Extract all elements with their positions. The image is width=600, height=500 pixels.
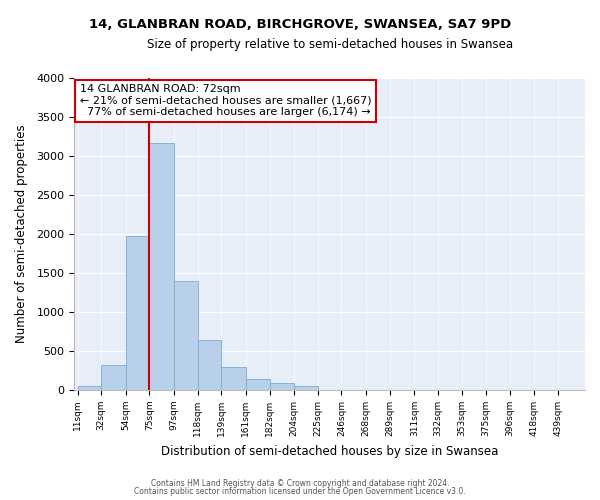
- X-axis label: Distribution of semi-detached houses by size in Swansea: Distribution of semi-detached houses by …: [161, 444, 498, 458]
- Text: Contains HM Land Registry data © Crown copyright and database right 2024.: Contains HM Land Registry data © Crown c…: [151, 478, 449, 488]
- Bar: [149, 143, 174, 390]
- Bar: [101, 364, 126, 390]
- Bar: [294, 386, 318, 390]
- Bar: [246, 379, 269, 390]
- Text: 14, GLANBRAN ROAD, BIRCHGROVE, SWANSEA, SA7 9PD: 14, GLANBRAN ROAD, BIRCHGROVE, SWANSEA, …: [89, 18, 511, 30]
- Bar: [174, 281, 197, 390]
- Bar: [77, 386, 101, 390]
- Text: 14 GLANBRAN ROAD: 72sqm
← 21% of semi-detached houses are smaller (1,667)
  77% : 14 GLANBRAN ROAD: 72sqm ← 21% of semi-de…: [80, 84, 371, 117]
- Bar: [221, 366, 246, 390]
- Bar: [197, 340, 221, 390]
- Y-axis label: Number of semi-detached properties: Number of semi-detached properties: [15, 125, 28, 344]
- Text: Contains public sector information licensed under the Open Government Licence v3: Contains public sector information licen…: [134, 487, 466, 496]
- Bar: [269, 382, 294, 390]
- Title: Size of property relative to semi-detached houses in Swansea: Size of property relative to semi-detach…: [146, 38, 512, 51]
- Bar: [126, 236, 149, 390]
